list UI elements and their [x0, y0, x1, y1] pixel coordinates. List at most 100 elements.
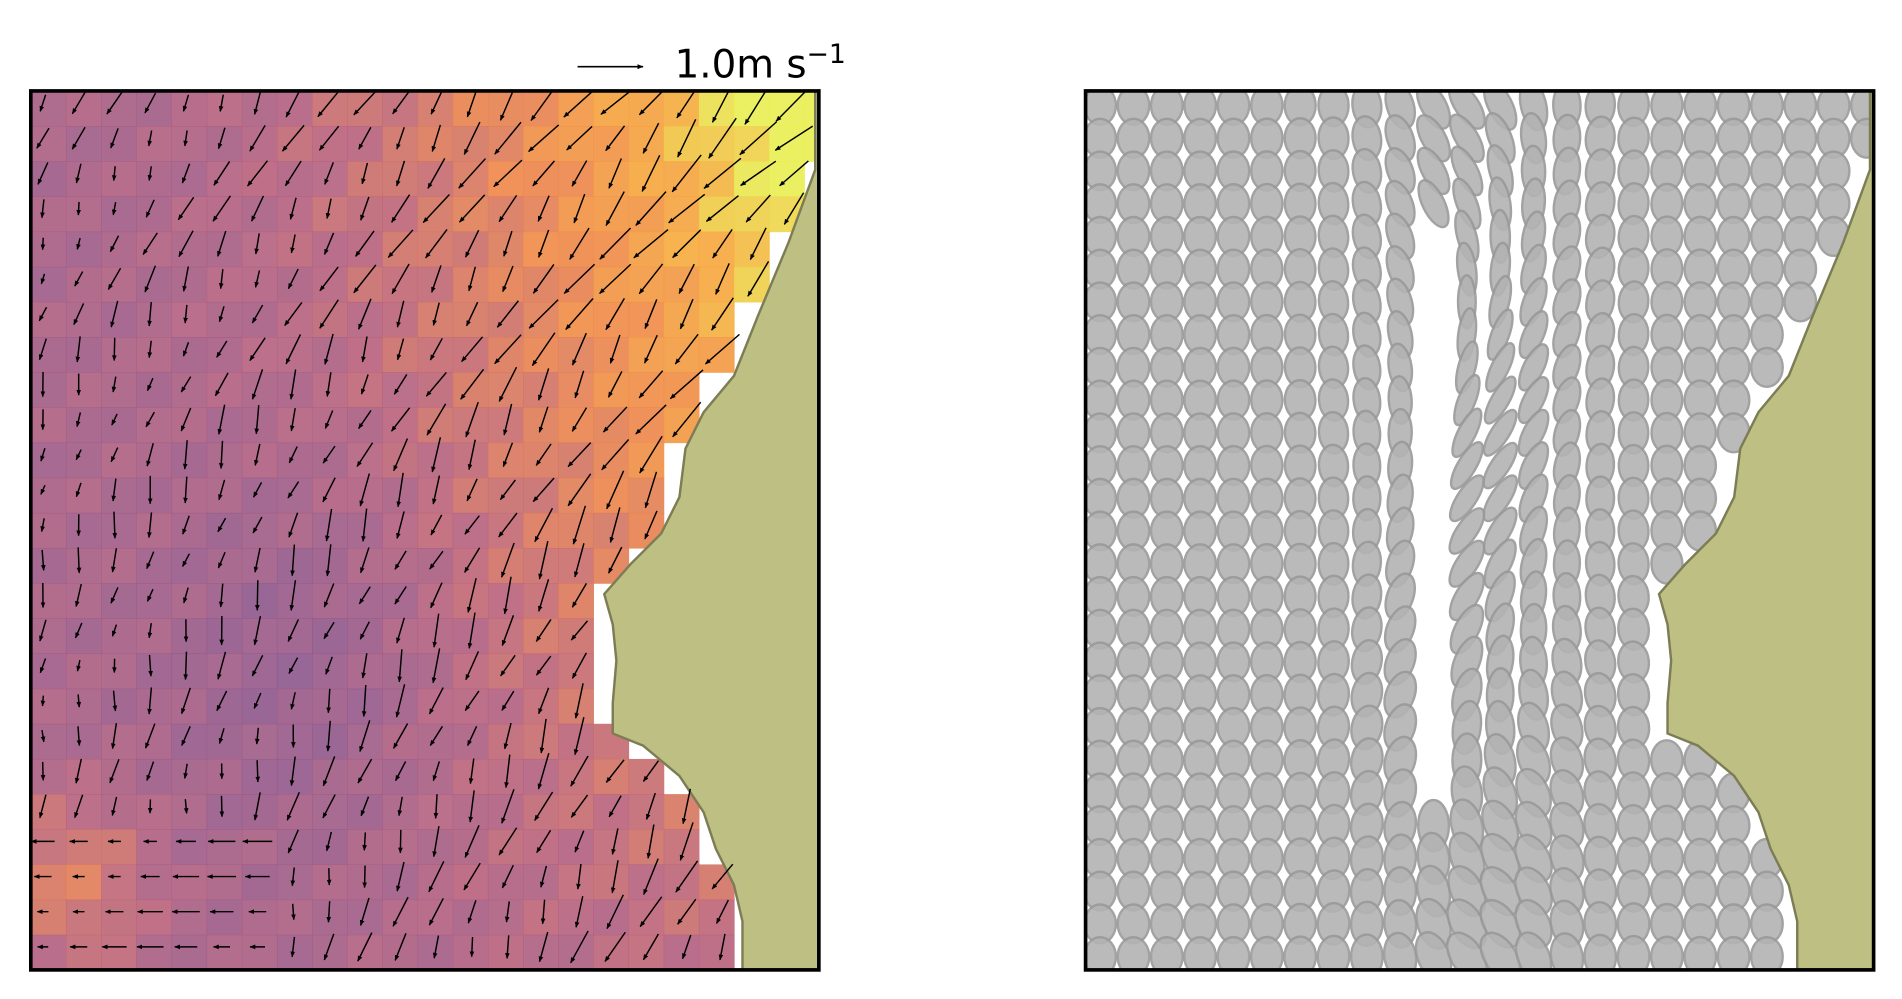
- quiver-arrow: [570, 620, 589, 641]
- quiver-arrow: [428, 687, 444, 715]
- strain-ellipse: [1448, 539, 1486, 588]
- heat-cell: [206, 758, 243, 795]
- quiver-arrow: [147, 512, 153, 539]
- heat-cell: [65, 758, 102, 795]
- quiver-arrow: [218, 269, 224, 290]
- quiver-arrow: [392, 91, 410, 115]
- heat-cell: [65, 653, 102, 690]
- strain-ellipse: [1483, 538, 1517, 589]
- heat-cell: [417, 196, 454, 233]
- heat-cell: [558, 442, 594, 479]
- quiver-arrow: [76, 237, 81, 250]
- heat-cell: [206, 653, 243, 690]
- heat-cell: [30, 688, 67, 725]
- strain-ellipse: [1649, 935, 1684, 970]
- quiver-arrow: [38, 306, 48, 322]
- quiver-arrow: [396, 617, 405, 644]
- heat-cell: [241, 899, 278, 936]
- quiver-arrow: [392, 723, 409, 749]
- quiver-arrow: [289, 407, 296, 432]
- quiver-arrow: [183, 587, 189, 604]
- heat-cell: [593, 161, 630, 198]
- strain-ellipse: [1749, 935, 1784, 970]
- heat-cell: [65, 266, 102, 303]
- heat-cell: [136, 161, 173, 198]
- heat-cell: [487, 126, 524, 162]
- heat-cell: [206, 723, 243, 760]
- heat-cell: [523, 301, 559, 338]
- heat-cell: [101, 934, 137, 970]
- heat-cell: [452, 723, 489, 760]
- heat-cell: [487, 196, 524, 233]
- heat-cell: [276, 899, 313, 936]
- quiver-arrow: [602, 406, 628, 433]
- heat-cell: [312, 653, 348, 690]
- quiver-arrow: [216, 340, 228, 358]
- heat-cell: [101, 196, 137, 233]
- heat-cell: [628, 442, 665, 479]
- heat-cell: [769, 126, 805, 162]
- heat-cell: [452, 794, 489, 830]
- strain-ellipse: [1216, 935, 1251, 970]
- quiver-arrow: [599, 263, 632, 295]
- heat-cell: [101, 161, 137, 198]
- heat-cell: [663, 864, 700, 901]
- heat-cell: [65, 231, 102, 268]
- heat-cell: [171, 512, 208, 549]
- quiver-arrow: [676, 90, 696, 119]
- heat-cell: [698, 231, 735, 268]
- quiver-arrow: [324, 333, 334, 365]
- quiver-arrow: [641, 155, 661, 192]
- quiver-arrow: [573, 543, 585, 578]
- heat-cell: [558, 723, 594, 760]
- heat-cell: [382, 688, 419, 725]
- quiver-arrow: [432, 761, 441, 782]
- heat-cell: [101, 829, 137, 866]
- quiver-arrow: [500, 542, 515, 578]
- quiver-arrow: [681, 788, 692, 825]
- heat-cell: [65, 723, 102, 760]
- heat-cell: [136, 864, 173, 901]
- quiver-arrow: [535, 619, 552, 642]
- strain-ellipse: [1416, 146, 1451, 196]
- quiver-arrow: [572, 505, 587, 545]
- quiver-arrow: [535, 655, 552, 676]
- strain-ellipse: [1482, 441, 1519, 490]
- quiver-arrow: [571, 160, 588, 187]
- quiver-arrow: [422, 194, 450, 224]
- heat-cell: [628, 794, 665, 830]
- quiver-arrow: [287, 829, 299, 854]
- quiver-arrow: [749, 227, 767, 261]
- heat-cell: [241, 442, 278, 479]
- heat-cell: [417, 407, 454, 444]
- heat-cell: [241, 794, 278, 830]
- heat-cell: [101, 512, 137, 549]
- quiver-arrow: [147, 166, 153, 181]
- quiver-arrow: [467, 612, 476, 649]
- strain-ellipse: [1517, 376, 1550, 425]
- heat-cell: [558, 899, 594, 936]
- quiver-arrow: [391, 194, 411, 223]
- heat-cell: [206, 512, 243, 549]
- quiver-arrow: [460, 368, 485, 400]
- quiver-arrow: [144, 92, 157, 114]
- quiver-arrow: [253, 547, 261, 573]
- heat-cell: [628, 864, 665, 901]
- heat-cell: [276, 547, 313, 584]
- quiver-arrow: [359, 897, 370, 927]
- heat-cell: [558, 196, 594, 233]
- heat-cell: [382, 231, 419, 268]
- quiver-arrow: [644, 299, 658, 330]
- quiver-arrow: [703, 157, 742, 189]
- quiver-arrow: [674, 333, 699, 365]
- quiver-arrow: [496, 300, 519, 328]
- quiver-arrow: [287, 481, 300, 499]
- quiver-arrow: [107, 267, 122, 290]
- heat-cell: [206, 90, 243, 127]
- quiver-arrow: [357, 758, 373, 784]
- quiver-arrow: [182, 266, 190, 292]
- heat-cell: [30, 512, 67, 549]
- quiver-arrow: [466, 478, 478, 502]
- quiver-arrow: [396, 472, 404, 508]
- quiver-arrow: [145, 411, 155, 428]
